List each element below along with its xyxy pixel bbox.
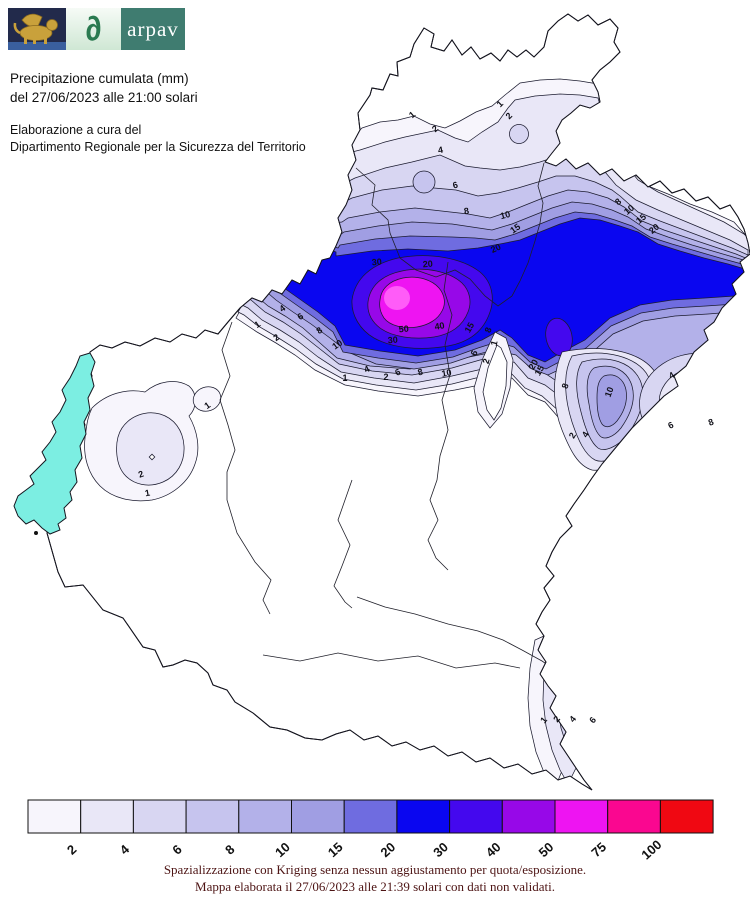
footer-line1: Spazializzazione con Kriging senza nessu… xyxy=(163,862,587,877)
contour-label: 6 xyxy=(587,715,598,725)
contour-label: 1 xyxy=(407,109,417,120)
contour-label: 8 xyxy=(560,382,571,390)
contour-label: 8 xyxy=(483,326,494,334)
elaboration-line2: Dipartimento Regionale per la Sicurezza … xyxy=(10,139,306,154)
contour-label: 40 xyxy=(434,320,446,332)
contour-label: 6 xyxy=(452,180,459,191)
map-title: Precipitazione cumulata (mm) del 27/06/2… xyxy=(10,70,198,108)
contour-label: 8 xyxy=(707,417,715,428)
legend-swatch xyxy=(80,799,134,834)
legend-tick-label: 6 xyxy=(169,842,184,858)
legend-swatch xyxy=(291,799,345,834)
elaboration-line1: Elaborazione a cura del xyxy=(10,123,142,137)
contour-label: 8 xyxy=(314,325,324,336)
contour-label: 20 xyxy=(489,242,502,255)
map-footer: Spazializzazione con Kriging senza nessu… xyxy=(0,862,750,896)
contour-label: 2 xyxy=(551,714,562,724)
title-line2: del 27/06/2023 alle 21:00 solari xyxy=(10,89,198,105)
contour-label: 6 xyxy=(295,311,305,322)
legend-swatch xyxy=(185,799,240,834)
contour-label: 8 xyxy=(463,206,470,217)
contour-label: 4 xyxy=(580,430,591,439)
contour-label: 10 xyxy=(603,386,616,399)
legend-swatch xyxy=(27,799,82,834)
contour-label: 2 xyxy=(567,431,578,440)
contour-label: 8 xyxy=(417,367,424,378)
contour-label: 30 xyxy=(371,257,382,268)
legend-tick-label: 4 xyxy=(117,841,133,858)
footer-line2: Mappa elaborata il 27/06/2023 alle 21:39… xyxy=(195,878,555,894)
elaboration-note: Elaborazione a cura del Dipartimento Reg… xyxy=(10,122,306,156)
contour-label: 2 xyxy=(271,332,281,343)
legend-swatch xyxy=(554,799,609,834)
arpav-swirl-icon: ∂ xyxy=(66,8,121,50)
legend-tick-label: 2 xyxy=(64,842,79,858)
legend-tick-label: 50 xyxy=(536,839,557,860)
contour-label: 20 xyxy=(422,259,433,270)
lion-of-st-mark-icon xyxy=(8,8,66,50)
precipitation-map: 1 2 1 2 4 6 8 10 15 8 10 15 20 1 2 4 6 8 10 30 20 20 40 50 30 1 4 2… xyxy=(13,13,750,791)
legend-tick-label: 75 xyxy=(588,839,609,860)
contour-label: 2 xyxy=(137,469,145,480)
contour-label: 10 xyxy=(499,209,511,221)
contour-label: 20 xyxy=(647,222,661,236)
contour-label: 2 xyxy=(430,123,440,134)
contour-label: 1 xyxy=(538,715,549,725)
contour-label: 15 xyxy=(533,364,547,378)
precipitation-legend: 2 4 6 8 10 15 20 30 40 50 75 100 xyxy=(0,793,750,865)
contour-label: 1 xyxy=(489,340,500,347)
contour-label: 15 xyxy=(634,212,648,226)
contour-label: 1 xyxy=(202,400,212,411)
contour-label: 4 xyxy=(667,370,676,381)
contour-label: 10 xyxy=(622,203,636,217)
contour-label: 4 xyxy=(277,303,287,314)
contour-label: 4 xyxy=(567,714,578,724)
legend-swatch xyxy=(501,799,556,834)
legend-tick-label: 20 xyxy=(377,839,398,860)
contour-label: 2 xyxy=(383,372,388,382)
contour-label: 6 xyxy=(393,367,402,378)
contour-label: 4 xyxy=(437,145,444,156)
legend-swatch xyxy=(607,799,661,834)
contour-label: 50 xyxy=(398,324,409,335)
contour-label: 1 xyxy=(495,99,506,110)
contour-label: 6 xyxy=(666,420,675,431)
contour-label: 4 xyxy=(362,364,371,375)
contour-label: 15 xyxy=(508,222,522,236)
legend-tick-label: 40 xyxy=(483,839,504,860)
legend-tick-label: 8 xyxy=(222,842,237,858)
legend-swatch xyxy=(449,799,503,834)
contour-label: 8 xyxy=(613,196,623,207)
contour-label: 10 xyxy=(441,367,453,379)
contour-label: 1 xyxy=(342,373,347,383)
legend-swatch xyxy=(238,799,293,834)
contour-label: 10 xyxy=(330,338,344,352)
contour-label: 30 xyxy=(387,335,398,346)
contour-label: 20 xyxy=(527,358,541,372)
lake-garda xyxy=(13,352,96,535)
legend-tick-label: 15 xyxy=(325,839,346,860)
contour-label: 15 xyxy=(463,321,477,335)
contour-label: 1 xyxy=(144,488,151,499)
contour-label: 6 xyxy=(469,349,480,357)
legend-tick-label: 100 xyxy=(638,837,664,863)
province-borders xyxy=(219,162,559,673)
legend-swatch xyxy=(132,799,187,834)
title-line1: Precipitazione cumulata (mm) xyxy=(10,71,189,86)
arpav-logo: ∂ arpav xyxy=(8,8,185,50)
legend-swatch xyxy=(396,799,451,834)
lake-outlet-dot xyxy=(34,531,38,535)
legend-swatch xyxy=(659,799,714,834)
legend-swatch xyxy=(343,799,398,834)
legend-tick-label: 30 xyxy=(430,839,451,860)
contour-label: 1 xyxy=(252,319,262,330)
legend-tick-label: 10 xyxy=(272,839,293,860)
contour-label: 2 xyxy=(504,111,515,122)
arpav-wordmark: arpav xyxy=(121,8,185,50)
precipitation-bands xyxy=(84,78,750,790)
contour-label: 2 xyxy=(481,358,492,365)
